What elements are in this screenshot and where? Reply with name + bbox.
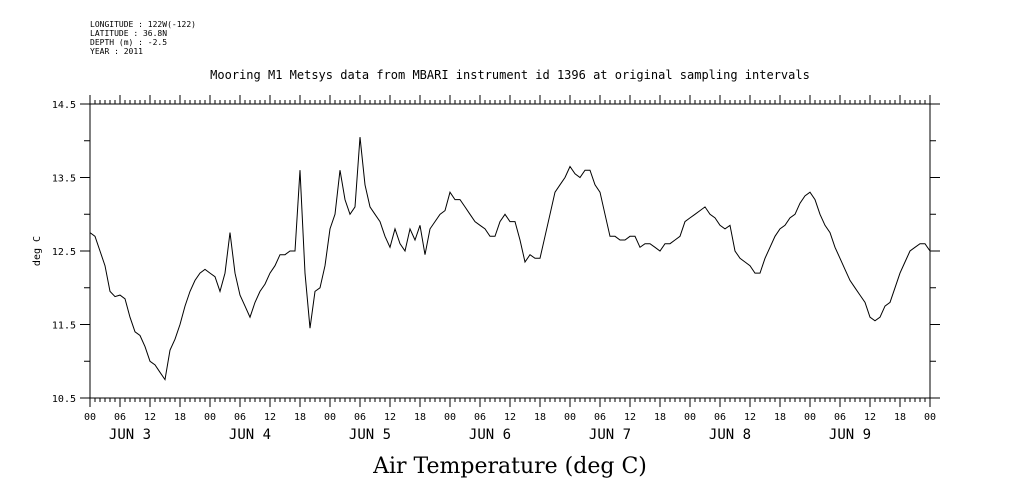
x-hour-tick-label: 06: [114, 412, 126, 423]
x-hour-tick-label: 12: [864, 412, 876, 423]
x-hour-tick-label: 12: [504, 412, 516, 423]
air-temperature-line: [89, 137, 931, 381]
x-hour-tick-label: 00: [684, 412, 696, 423]
x-hour-tick-label: 18: [294, 412, 306, 423]
x-hour-tick-label: 06: [354, 412, 366, 423]
x-hour-tick-label: 18: [774, 412, 786, 423]
x-day-label: JUN 9: [829, 427, 871, 443]
x-day-label: JUN 5: [349, 427, 391, 443]
x-hour-tick-label: 06: [594, 412, 606, 423]
x-hour-tick-label: 12: [624, 412, 636, 423]
x-day-label: JUN 8: [709, 427, 751, 443]
x-hour-tick-label: 00: [444, 412, 456, 423]
y-tick-label: 12.5: [52, 247, 76, 258]
x-hour-tick-label: 12: [744, 412, 756, 423]
x-hour-tick-label: 06: [834, 412, 846, 423]
x-hour-tick-label: 00: [204, 412, 216, 423]
y-tick-label: 14.5: [52, 100, 76, 111]
y-axis-label: deg C: [32, 236, 43, 266]
x-day-label: JUN 7: [589, 427, 631, 443]
x-hour-tick-label: 06: [714, 412, 726, 423]
x-day-label: JUN 6: [469, 427, 511, 443]
x-hour-tick-label: 06: [474, 412, 486, 423]
x-hour-tick-label: 00: [564, 412, 576, 423]
plot-frame: [89, 103, 931, 399]
x-hour-tick-label: 00: [804, 412, 816, 423]
metadata-depth: DEPTH (m) : -2.5: [90, 38, 168, 47]
x-hour-tick-label: 18: [654, 412, 666, 423]
x-hour-tick-label: 18: [534, 412, 546, 423]
x-hour-tick-label: 18: [174, 412, 186, 423]
chart-title: Mooring M1 Metsys data from MBARI instru…: [210, 68, 810, 82]
metadata-year: YEAR : 2011: [90, 47, 143, 56]
y-tick-label: 10.5: [52, 394, 76, 405]
x-hour-tick-label: 12: [264, 412, 276, 423]
y-tick-label: 11.5: [52, 321, 76, 332]
metadata-latitude: LATITUDE : 36.8N: [90, 29, 168, 38]
x-hour-tick-label: 00: [324, 412, 336, 423]
x-axis-label: Air Temperature (deg C): [373, 454, 647, 479]
x-hour-tick-label: 00: [84, 412, 96, 423]
x-hour-tick-label: 00: [924, 412, 936, 423]
x-day-label: JUN 3: [109, 427, 151, 443]
x-hour-tick-label: 18: [414, 412, 426, 423]
x-hour-tick-label: 06: [234, 412, 246, 423]
x-hour-tick-label: 12: [384, 412, 396, 423]
x-day-label: JUN 4: [229, 427, 271, 443]
metadata-longitude: LONGITUDE : 122W(-122): [90, 20, 196, 29]
air-temperature-chart: 10.5 11.5 12.5 13.5 14.5 deg C 00 06 12 18 00 06 12 1…: [32, 95, 940, 443]
x-hour-tick-label: 12: [144, 412, 156, 423]
x-hour-tick-label: 18: [894, 412, 906, 423]
mooring-metadata: LONGITUDE : 122W(-122) LATITUDE : 36.8N …: [90, 20, 196, 56]
y-tick-label: 13.5: [52, 174, 76, 185]
